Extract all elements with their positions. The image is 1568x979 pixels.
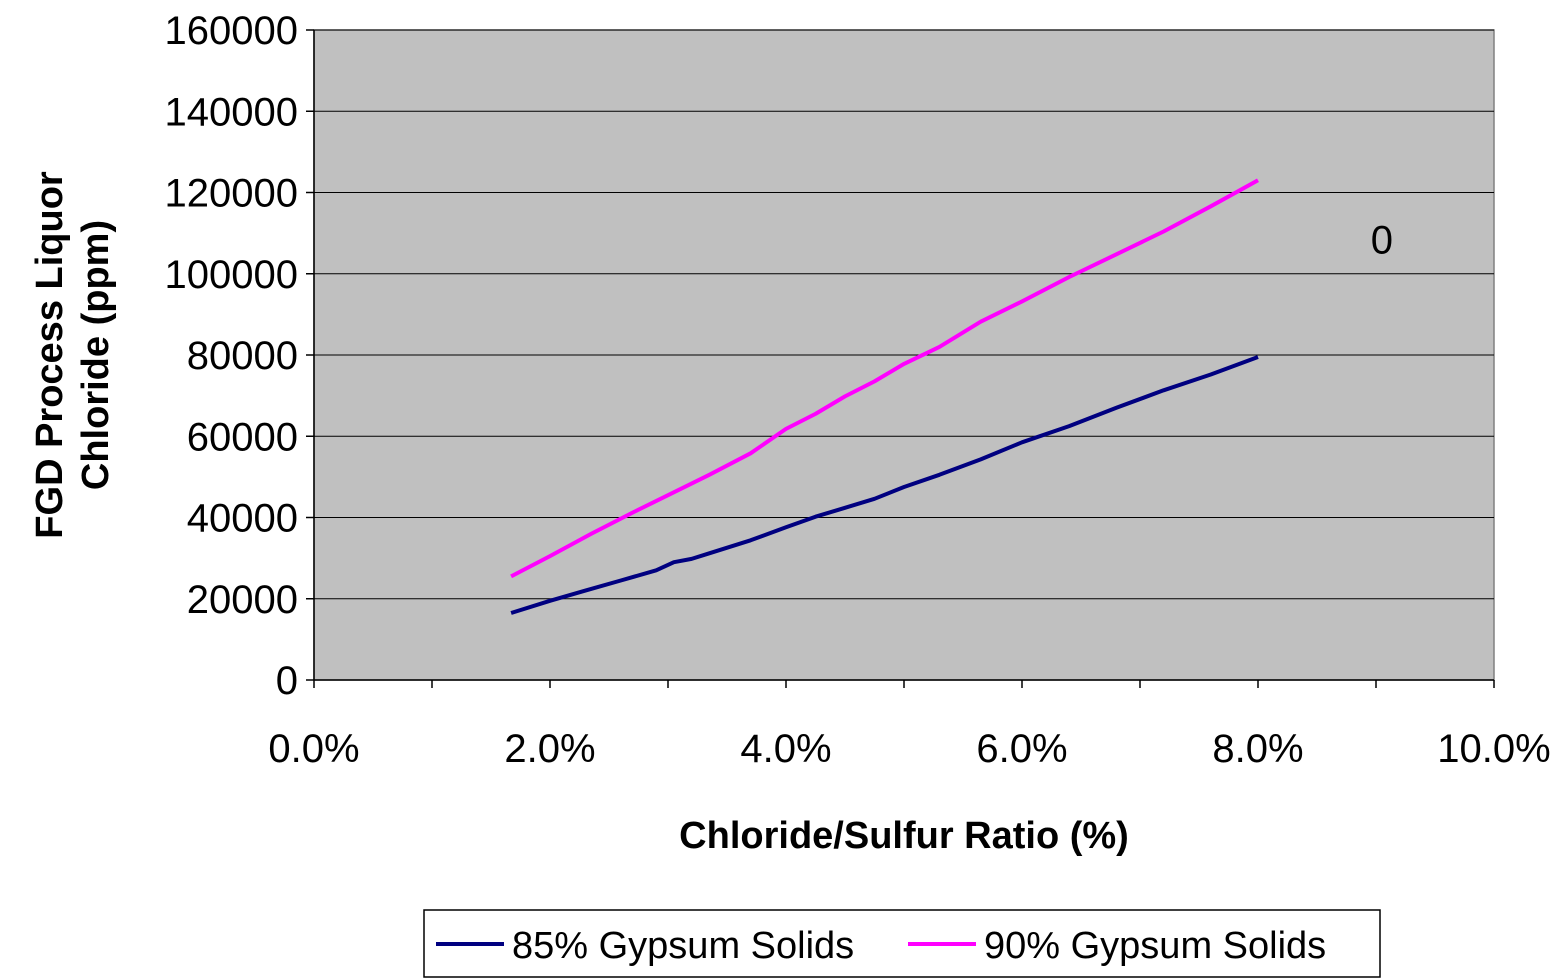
legend-label-90-gypsum: 90% Gypsum Solids: [984, 925, 1326, 967]
x-tick-label-2: 4.0%: [740, 727, 831, 771]
y-tick-label-2: 40000: [187, 497, 298, 541]
axes: [306, 29, 1495, 688]
series-line-1: [510, 178, 1259, 579]
y-tick-label-4: 80000: [187, 334, 298, 378]
x-tick-label-0: 0.0%: [268, 727, 359, 771]
y-axis-title-line-1: FGD Process Liquor: [29, 171, 71, 539]
y-tick-label-6: 120000: [165, 172, 298, 216]
legend: 85% Gypsum Solids 90% Gypsum Solids: [423, 909, 1381, 978]
x-axis-title: Chloride/Sulfur Ratio (%): [679, 815, 1129, 857]
y-axis-title: FGD Process Liquor Chloride (ppm): [29, 171, 117, 539]
x-tick-label-5: 10.0%: [1437, 727, 1550, 771]
x-tick-label-4: 8.0%: [1212, 727, 1303, 771]
x-tick-label-1: 2.0%: [504, 727, 595, 771]
y-tick-labels: 0 20000 40000 60000 80000 100000 120000 140000 1…: [165, 9, 298, 703]
annotation-label: 0: [1371, 218, 1393, 262]
legend-label-85-gypsum: 85% Gypsum Solids: [512, 925, 854, 967]
y-tick-label-1: 20000: [187, 578, 298, 622]
x-tick-labels: 0.0% 2.0% 4.0% 6.0% 8.0% 10.0%: [268, 727, 1550, 771]
y-tick-label-8: 160000: [165, 9, 298, 53]
series-lines: [510, 178, 1259, 615]
series-line-0: [510, 355, 1259, 615]
gridlines: [314, 29, 1494, 600]
y-axis-title-line-2: Chloride (ppm): [75, 220, 117, 490]
y-tick-label-0: 0: [276, 659, 298, 703]
x-tick-label-3: 6.0%: [976, 727, 1067, 771]
y-tick-label-5: 100000: [165, 253, 298, 297]
y-tick-label-3: 60000: [187, 415, 298, 459]
legend-box: [423, 909, 1381, 978]
y-tick-label-7: 140000: [165, 90, 298, 134]
